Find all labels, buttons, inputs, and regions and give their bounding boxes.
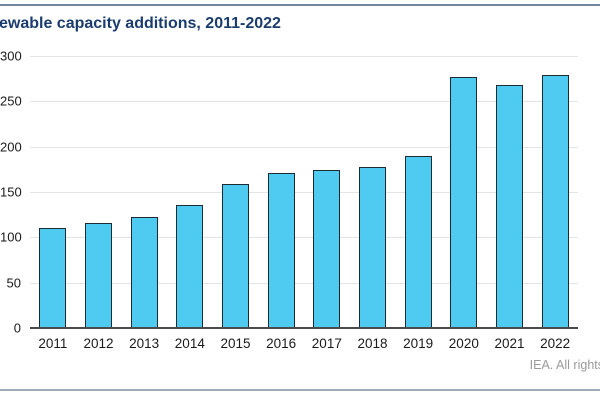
y-tick-label-300: 300 xyxy=(0,48,22,64)
x-tick-label-2012: 2012 xyxy=(83,336,114,351)
x-tick-label-2018: 2018 xyxy=(357,336,388,351)
gridline-100 xyxy=(30,237,578,239)
bar-2019 xyxy=(404,155,432,328)
x-axis-line xyxy=(30,327,578,329)
bar-2016 xyxy=(267,172,295,328)
bar-2012 xyxy=(85,222,112,328)
y-tick-label-200: 200 xyxy=(0,139,22,155)
bar-2017 xyxy=(313,170,341,328)
y-tick-label-50: 50 xyxy=(6,275,21,291)
bar-2014 xyxy=(176,204,204,328)
x-tick-label-2022: 2022 xyxy=(540,336,571,351)
source-credit: IEA. All rights xyxy=(529,358,600,372)
bar-2020 xyxy=(450,76,478,328)
gridline-50 xyxy=(30,282,578,284)
y-tick-label-150: 150 xyxy=(0,184,22,200)
bar-2018 xyxy=(359,166,386,328)
bar-2011 xyxy=(39,228,67,328)
x-tick-label-2017: 2017 xyxy=(311,336,342,351)
y-tick-label-0: 0 xyxy=(13,320,21,336)
x-tick-label-2014: 2014 xyxy=(174,336,205,351)
x-tick-label-2016: 2016 xyxy=(266,336,297,351)
gridline-200 xyxy=(30,146,578,148)
top-divider xyxy=(0,4,600,6)
x-tick-label-2013: 2013 xyxy=(129,336,160,351)
x-tick-label-2011: 2011 xyxy=(38,336,68,351)
bar-2015 xyxy=(222,183,249,328)
x-tick-label-2021: 2021 xyxy=(494,336,525,351)
gridline-300 xyxy=(30,56,578,57)
y-tick-label-250: 250 xyxy=(0,93,22,109)
plot-area xyxy=(30,56,578,328)
bar-2022 xyxy=(541,75,569,328)
chart-title: ewable capacity additions, 2011-2022 xyxy=(0,15,281,32)
x-tick-label-2015: 2015 xyxy=(220,336,251,351)
gridline-150 xyxy=(30,192,578,193)
bottom-divider xyxy=(0,389,600,391)
bar-2021 xyxy=(496,85,523,328)
bar-2013 xyxy=(130,217,158,328)
x-tick-label-2019: 2019 xyxy=(403,336,434,351)
y-tick-label-100: 100 xyxy=(0,229,22,245)
x-tick-label-2020: 2020 xyxy=(448,336,479,351)
gridline-250 xyxy=(30,101,578,103)
